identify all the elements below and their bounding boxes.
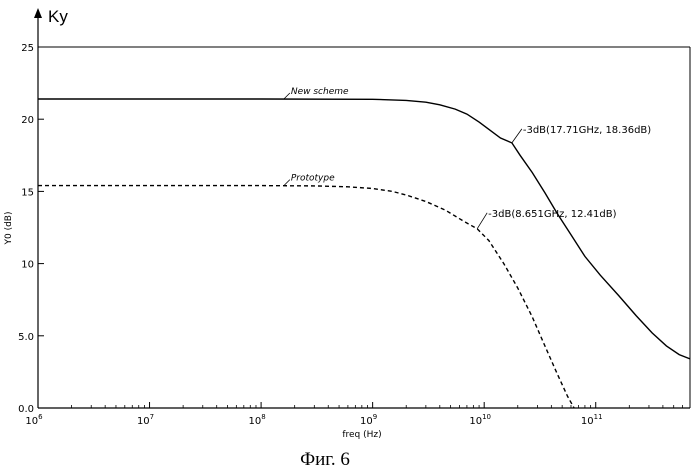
y-tick-label: 0.0 <box>18 404 34 415</box>
x-tick-label: 108 <box>248 413 265 427</box>
series-label: Prototype <box>291 174 335 184</box>
x-tick-label: 107 <box>137 413 154 427</box>
y-tick-label: 15 <box>21 187 34 198</box>
figure-caption: Фиг. 6 <box>300 449 350 470</box>
y-tick-label: 10 <box>21 260 34 271</box>
series-line-new-scheme <box>38 99 690 359</box>
x-tick-label: 109 <box>360 413 377 427</box>
corner-label: Ky <box>48 7 68 26</box>
y-tick-label: 20 <box>21 115 34 126</box>
series-label: New scheme <box>291 87 349 97</box>
y-axis-arrow <box>34 8 42 18</box>
x-tick-label: 1010 <box>469 413 491 427</box>
series-label-leader <box>284 93 290 99</box>
plot-area: 0.0 5.0 10 15 20 25 106 107 108 109 1010 1011 New sc… <box>18 8 690 427</box>
annotation-leader <box>477 213 487 229</box>
x-tick-label: 1011 <box>581 413 603 427</box>
annotation-leader <box>512 129 522 143</box>
annotation-label: -3dB(17.71GHz, 18.36dB) <box>523 125 651 136</box>
y-axis-label: Y0 (dB) <box>4 212 14 246</box>
y-tick-label: 5.0 <box>18 332 34 343</box>
series-label-leader <box>284 180 290 186</box>
annotation-label: -3dB(8.651GHz, 12.41dB) <box>488 209 616 220</box>
x-axis-label: freq (Hz) <box>342 430 381 440</box>
y-tick-label: 25 <box>21 43 34 54</box>
x-tick-label: 106 <box>25 413 43 427</box>
